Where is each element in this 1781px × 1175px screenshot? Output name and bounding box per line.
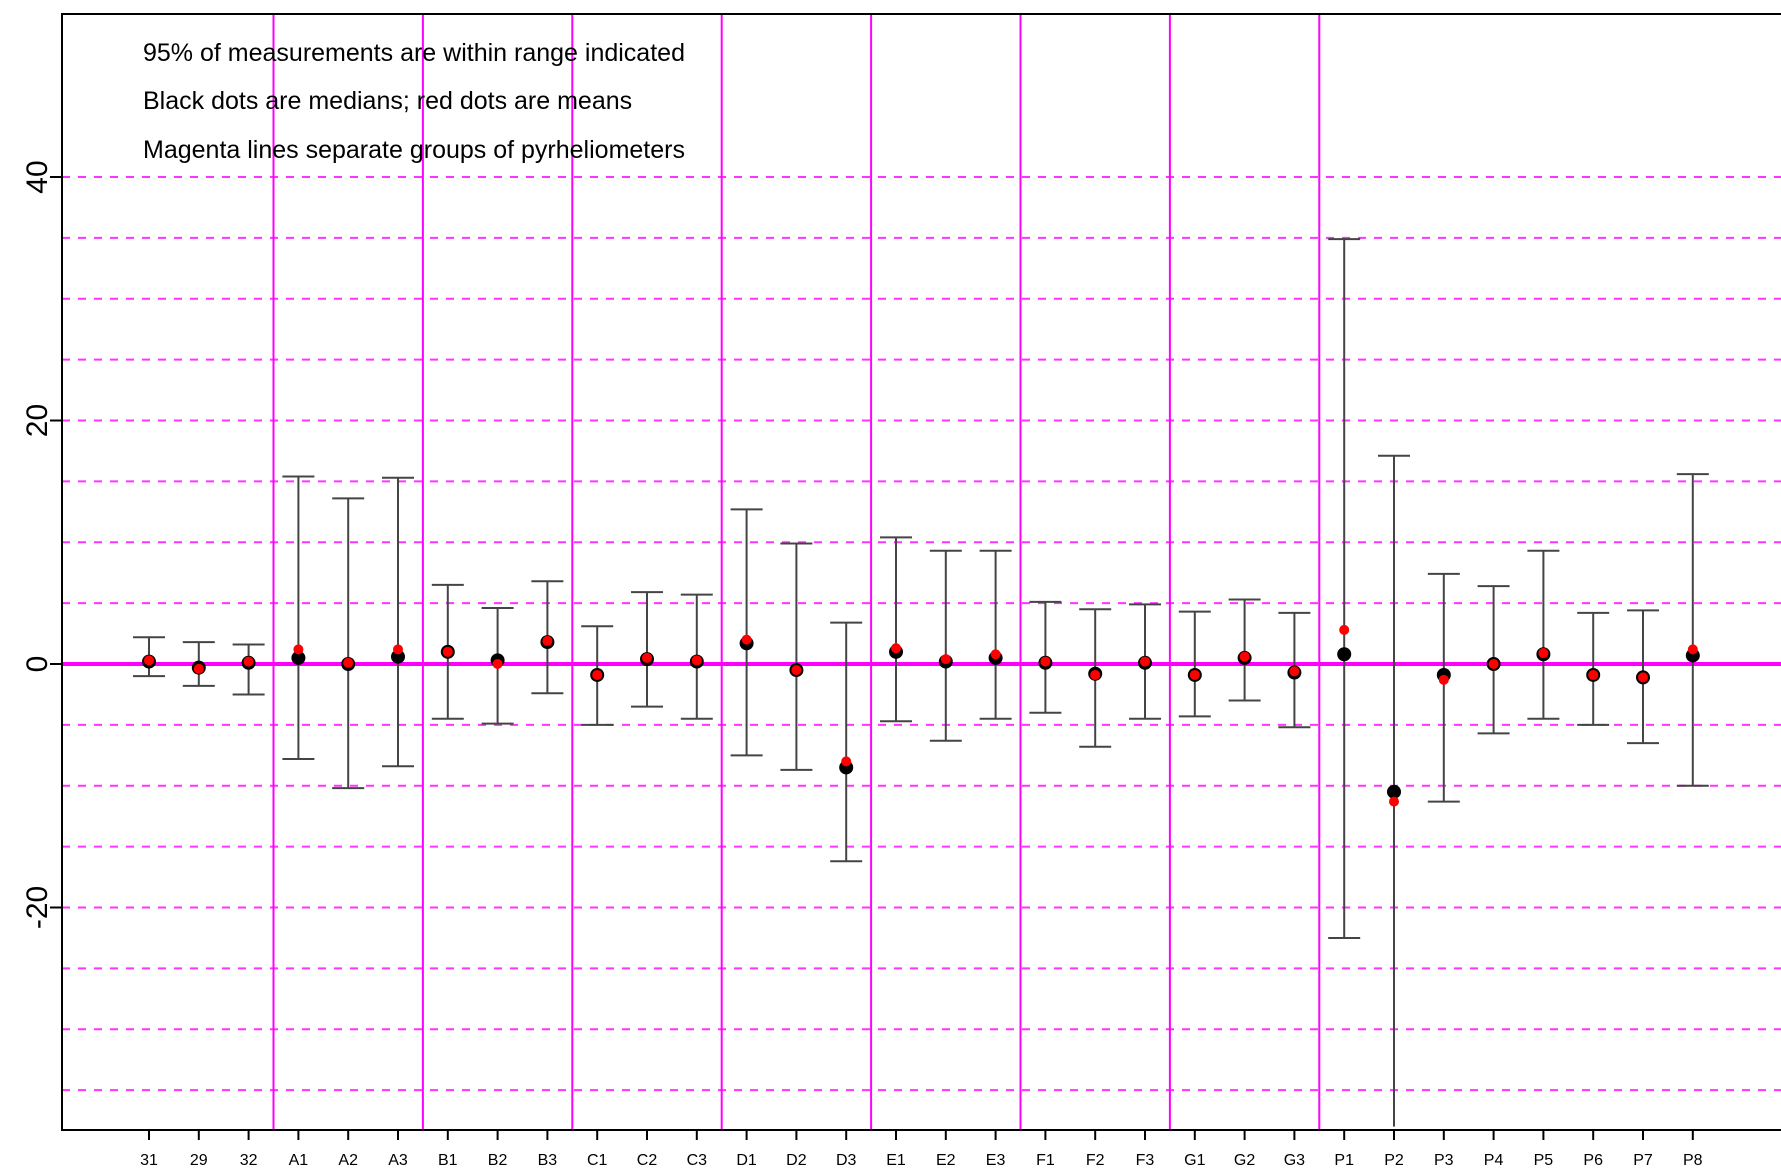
y-tick-label: -20	[21, 886, 54, 929]
annotation-line-3: Magenta lines separate groups of pyrheli…	[143, 136, 685, 164]
x-tick-label-P3: P3	[1434, 1152, 1454, 1169]
mean-point-C1	[592, 669, 603, 680]
y-tick-label: 20	[21, 404, 54, 437]
mean-point-P4	[1488, 659, 1499, 669]
x-tick-label-A3: A3	[388, 1152, 408, 1169]
median-point-A3	[391, 649, 405, 664]
mean-point-P1	[1339, 624, 1350, 635]
median-point-A1	[291, 650, 306, 665]
mean-point-P3	[1438, 674, 1449, 685]
median-point-P2	[1387, 784, 1401, 799]
annotation-line-2: Black dots are medians; red dots are mea…	[143, 87, 632, 115]
mean-point-32	[243, 656, 254, 667]
axis-layer: -20 0 20 40 31 29 32 A1 A2 A3 B1 B2 B3 C1 C2 C3 D1 D2 D3 E1…	[21, 13, 1781, 1169]
x-tick-label-E3: E3	[986, 1152, 1006, 1169]
mean-point-B3	[542, 635, 553, 646]
mean-dot-layer	[144, 624, 1698, 807]
x-tick-label-32: 32	[240, 1152, 258, 1169]
y-tick-label: 0	[21, 656, 54, 673]
x-tick-label-E1: E1	[886, 1152, 906, 1169]
x-tick-label-F1: F1	[1036, 1152, 1055, 1169]
mean-point-P6	[1588, 669, 1599, 680]
mean-point-E1	[891, 643, 901, 654]
mean-point-P8	[1687, 644, 1698, 655]
x-tick-label-D1: D1	[736, 1152, 757, 1169]
x-tick-label-P1: P1	[1334, 1152, 1354, 1169]
mean-point-29	[193, 663, 204, 674]
mean-point-G3	[1289, 666, 1300, 677]
x-tick-label-B2: B2	[488, 1152, 508, 1169]
mean-point-31	[144, 655, 154, 666]
x-tick-label-P6: P6	[1583, 1152, 1603, 1169]
grid-layer	[62, 176, 1781, 1092]
median-point-P1	[1337, 647, 1352, 662]
x-tick-label-P2: P2	[1384, 1152, 1404, 1169]
mean-point-P7	[1638, 672, 1648, 683]
mean-point-D1	[741, 634, 752, 645]
annotation-line-1: 95% of measurements are within range ind…	[143, 39, 685, 67]
mean-point-B2	[492, 659, 503, 669]
mean-point-E2	[940, 654, 951, 665]
x-tick-label-P4: P4	[1484, 1152, 1504, 1169]
mean-point-G2	[1239, 651, 1250, 662]
x-tick-label-A2: A2	[338, 1152, 358, 1169]
x-tick-label-G2: G2	[1234, 1152, 1255, 1169]
annotation-layer: 95% of measurements are within range ind…	[143, 39, 685, 164]
mean-point-A3	[393, 644, 403, 655]
mean-point-A1	[293, 644, 304, 655]
x-tick-label-P7: P7	[1633, 1152, 1653, 1169]
x-tick-label-29: 29	[190, 1152, 208, 1169]
error-bar-layer	[133, 238, 1709, 1127]
mean-point-D3	[841, 756, 852, 767]
mean-point-B1	[442, 646, 453, 657]
mean-point-C3	[691, 655, 702, 666]
y-tick-label: 40	[21, 160, 54, 193]
x-tick-label-A1: A1	[289, 1152, 309, 1169]
x-tick-label-31: 31	[140, 1152, 158, 1169]
group-separator-layer	[272, 14, 1321, 1130]
mean-point-G1	[1189, 669, 1200, 680]
mean-point-E3	[990, 649, 1001, 660]
x-tick-label-C1: C1	[587, 1152, 608, 1169]
x-tick-label-C2: C2	[637, 1152, 658, 1169]
mean-point-P5	[1538, 648, 1549, 659]
x-tick-label-B3: B3	[538, 1152, 558, 1169]
mean-point-D2	[791, 665, 802, 676]
x-tick-label-P8: P8	[1683, 1152, 1703, 1169]
x-tick-label-D3: D3	[836, 1152, 857, 1169]
median-dot-layer	[142, 635, 1700, 799]
mean-point-F3	[1140, 656, 1150, 667]
plot-frame	[61, 13, 1781, 1131]
x-tick-label-F2: F2	[1086, 1152, 1105, 1169]
x-tick-label-G3: G3	[1284, 1152, 1305, 1169]
x-tick-label-E2: E2	[936, 1152, 956, 1169]
x-tick-label-C3: C3	[687, 1152, 708, 1169]
mean-point-F1	[1040, 656, 1051, 667]
x-tick-label-D2: D2	[786, 1152, 807, 1169]
mean-point-C2	[642, 652, 652, 663]
mean-point-P2	[1389, 796, 1399, 807]
x-tick-label-P5: P5	[1534, 1152, 1554, 1169]
x-tick-label-B1: B1	[438, 1152, 458, 1169]
x-tick-label-F3: F3	[1136, 1152, 1155, 1169]
mean-point-F2	[1090, 669, 1101, 680]
mean-point-A2	[343, 657, 354, 668]
x-tick-label-G1: G1	[1184, 1152, 1205, 1169]
